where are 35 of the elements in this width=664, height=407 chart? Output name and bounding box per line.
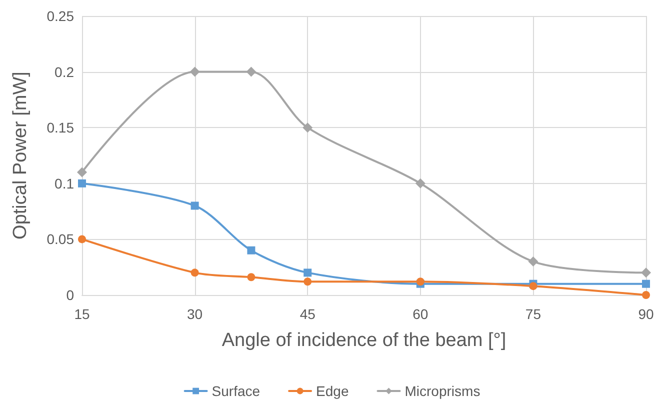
point (190, 202, 199, 210)
point (302, 122, 313, 133)
x-tick-label: 15 (74, 306, 90, 322)
point (247, 273, 256, 282)
point (642, 291, 650, 299)
point (78, 179, 86, 188)
y-tick-label: 0.15 (46, 120, 74, 136)
y-tick-label: 0.05 (46, 231, 74, 248)
point (415, 178, 426, 188)
point (78, 235, 86, 244)
legend-label: Microprisms (404, 383, 480, 399)
point (304, 278, 312, 286)
point (641, 268, 651, 278)
point (529, 282, 538, 290)
y-tick-label: 0.25 (46, 8, 74, 24)
x-tick-label: 60 (412, 306, 428, 322)
x-tick-label: 30 (187, 306, 203, 322)
legend-label: Surface (212, 383, 260, 399)
point (190, 66, 200, 77)
y-axis-title: Optical Power [mW] (10, 72, 31, 240)
y-tick-label: 0 (66, 287, 74, 303)
point (246, 66, 256, 77)
point (77, 167, 87, 178)
legend-label: Edge (316, 383, 349, 399)
point (190, 268, 199, 277)
x-axis-title: Angle of incidence of the beam [°] (222, 330, 506, 351)
y-tick-label: 0.2 (54, 64, 74, 80)
x-tick-label: 45 (300, 306, 316, 322)
point (247, 246, 256, 254)
point (304, 268, 312, 277)
point (642, 280, 650, 288)
y-tick-label: 0.1 (54, 175, 74, 192)
point (528, 256, 538, 267)
x-tick-label: 75 (525, 306, 542, 322)
x-tick-label: 90 (638, 306, 654, 322)
